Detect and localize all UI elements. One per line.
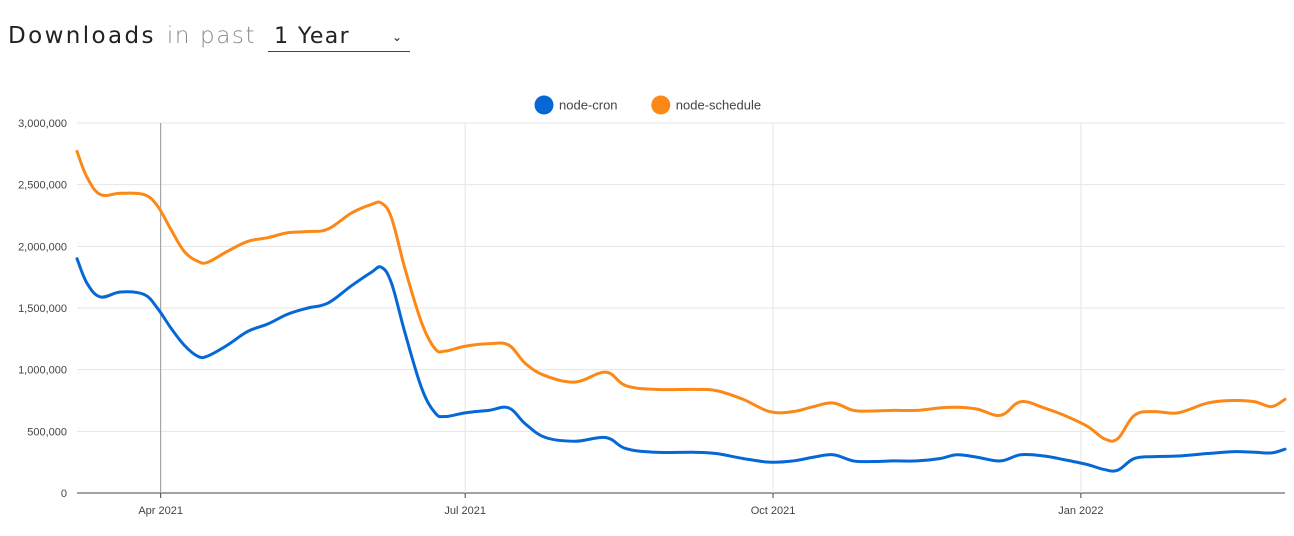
y-tick-label: 2,500,000: [18, 180, 67, 192]
chart-legend: node-cron node-schedule: [534, 95, 761, 115]
legend-swatch-node-schedule: [651, 95, 671, 115]
chevron-down-icon: ⌄: [392, 29, 403, 44]
y-tick-label: 1,500,000: [18, 303, 67, 315]
x-tick-label: Apr 2021: [138, 505, 183, 517]
x-tick-label: Jan 2022: [1058, 505, 1103, 517]
time-range-select[interactable]: 1 Year ⌄: [268, 22, 411, 52]
legend-swatch-node-cron: [534, 95, 554, 115]
x-tick-label: Oct 2021: [751, 505, 796, 517]
y-tick-label: 0: [61, 488, 67, 500]
time-range-value: 1 Year: [274, 24, 351, 49]
y-tick-label: 500,000: [27, 426, 67, 438]
legend-label-node-schedule: node-schedule: [676, 98, 761, 113]
legend-label-node-cron: node-cron: [559, 98, 618, 113]
x-tick-label: Jul 2021: [444, 505, 486, 517]
downloads-header: Downloads in past 1 Year ⌄: [8, 22, 411, 52]
series-line-node-schedule: [75, 149, 1287, 443]
y-tick-label: 2,000,000: [18, 241, 67, 253]
series-line-node-cron: [75, 257, 1287, 473]
in-past-label: in past: [166, 23, 257, 49]
y-tick-label: 1,000,000: [18, 365, 67, 377]
y-tick-label: 3,000,000: [18, 118, 67, 130]
downloads-title: Downloads: [8, 23, 156, 49]
